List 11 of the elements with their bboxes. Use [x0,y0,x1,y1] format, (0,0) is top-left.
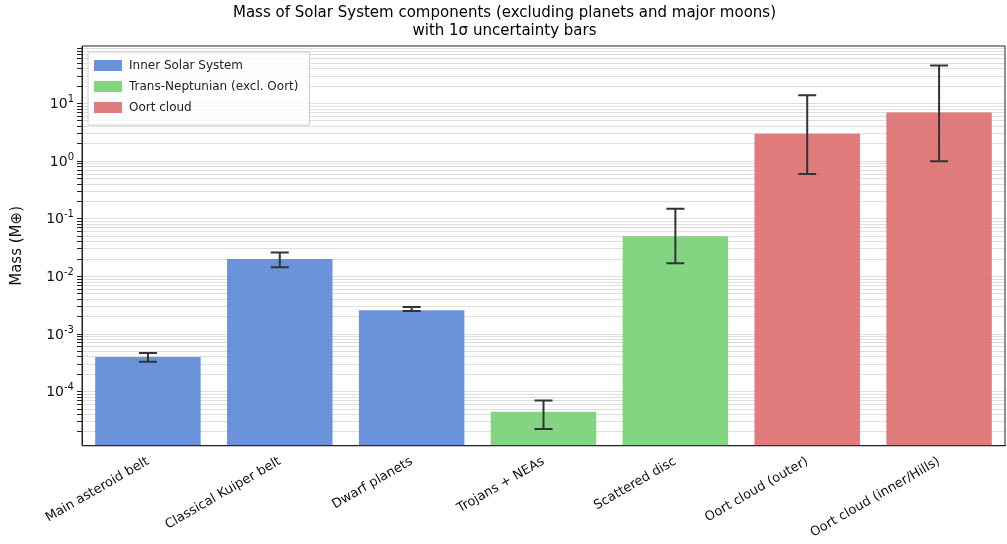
chart-title: Mass of Solar System components (excluding planets and major moons) with 1σ uncertainty bars [232,2,777,39]
y-axis-title: Mass (M⊕) [6,206,25,286]
legend-label: Trans-Neptunian (excl. Oort) [128,79,299,94]
y-tick-label: 10$^{0}$ [49,149,74,169]
y-tick-label: 10$^{-4}$ [46,380,74,399]
y-tick-label: 10$^{-2}$ [46,264,74,284]
y-tick-label: 10$^{-1}$ [46,207,74,226]
y-tick-label: 10$^{-3}$ [46,322,74,342]
legend-label: Inner Solar System [129,58,244,73]
legend-label: Oort cloud [129,100,192,115]
y-tick-label: 10$^{1}$ [49,92,74,111]
